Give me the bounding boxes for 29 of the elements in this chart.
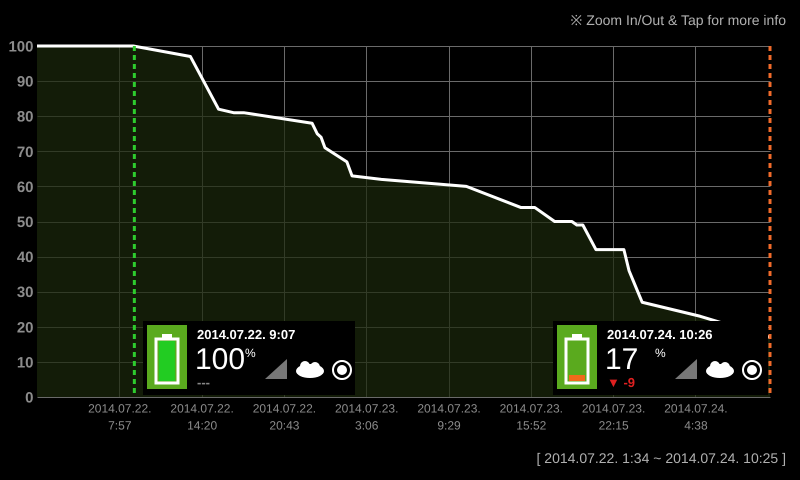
annotation: ▼ -9 [607, 375, 636, 390]
x-tick-label: 2014.07.22. 7:57 [88, 402, 152, 432]
annotation: % [655, 346, 666, 360]
y-tick-label: 0 [25, 390, 34, 406]
y-tick-label: 20 [16, 319, 34, 336]
annotation: 100 [195, 343, 246, 377]
y-tick-label: 70 [16, 144, 34, 161]
y-tick-label: 10 [16, 354, 34, 372]
y-tick-label: 60 [16, 178, 34, 196]
x-tick-label: 2014.07.24. 4:38 [664, 402, 728, 432]
x-tick-label: 2014.07.23. 3:06 [335, 402, 398, 432]
annotation: 17 [605, 343, 638, 377]
annotation: % [245, 346, 256, 360]
x-tick-label: 2014.07.23. 22:15 [582, 402, 646, 432]
x-tick-label: 2014.07.23. 15:52 [500, 402, 564, 432]
x-tick-label: 2014.07.22. 20:43 [252, 402, 316, 432]
y-tick-label: 90 [16, 74, 34, 91]
text: ※ Zoom In/Out & Tap for more info [570, 11, 786, 29]
annotation: 2014.07.22. 9:07 [197, 327, 296, 342]
text: [ 2014.07.22. 1:34 ~ 2014.07.24. 10:25 ] [536, 450, 786, 466]
y-tick-label: 50 [16, 214, 34, 231]
y-tick-label: 30 [16, 284, 34, 302]
x-tick-label: 2014.07.22. 14:20 [170, 402, 234, 432]
x-tick-label: 2014.07.23. 9:29 [417, 402, 481, 432]
annotation: 2014.07.24. 10:26 [607, 327, 713, 342]
y-tick-label: 80 [16, 108, 34, 126]
y-tick-label: 40 [16, 249, 34, 266]
y-tick-label: 100 [8, 38, 34, 56]
annotation: --- [197, 375, 210, 390]
